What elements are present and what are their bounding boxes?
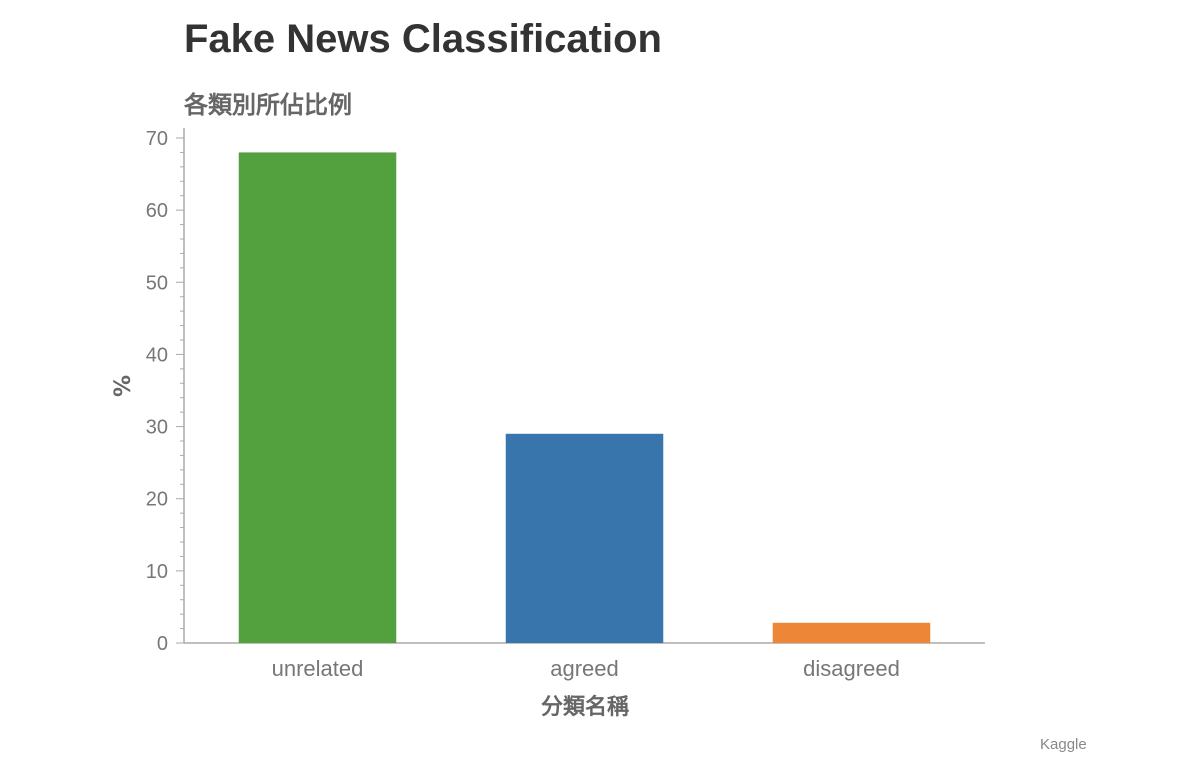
y-tick-label-20: 20 (146, 489, 168, 511)
y-tick-label-60: 60 (146, 200, 168, 222)
y-tick-label-50: 50 (146, 272, 168, 294)
y-tick-label-30: 30 (146, 417, 168, 439)
x-tick-labels: unrelated agreed disagreed (272, 656, 900, 681)
bar-disagreed (772, 622, 931, 643)
bar-agreed (505, 433, 664, 643)
y-ticks: 0 10 20 30 40 50 60 70 (146, 128, 184, 655)
bar-unrelated (238, 152, 397, 643)
y-tick-label-10: 10 (146, 561, 168, 583)
credits-label: Kaggle (1040, 736, 1087, 753)
chart-title: Fake News Classification (184, 17, 662, 61)
x-tick-label-disagreed: disagreed (803, 656, 900, 681)
chart-subtitle: 各類別所佔比例 (183, 91, 352, 119)
y-tick-label-70: 70 (146, 128, 168, 150)
y-axis-title: % (111, 375, 136, 397)
x-tick-label-unrelated: unrelated (272, 656, 364, 681)
y-tick-label-40: 40 (146, 344, 168, 366)
x-tick-label-agreed: agreed (550, 656, 619, 681)
bars (238, 152, 931, 643)
x-axis-title: 分類名稱 (541, 694, 629, 720)
y-tick-label-0: 0 (157, 633, 168, 655)
